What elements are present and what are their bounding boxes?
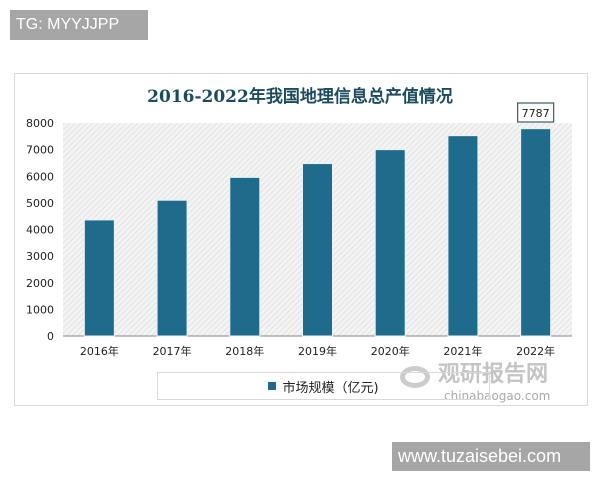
legend-swatch <box>268 382 277 390</box>
x-tick-label: 2016年 <box>80 344 119 358</box>
y-tick-label: 2000 <box>26 277 54 290</box>
watermark-bottom-right: www.tuzaisebei.com <box>392 442 590 471</box>
y-tick-label: 8000 <box>26 117 54 130</box>
x-tick-label: 2020年 <box>371 344 410 358</box>
bar <box>156 199 188 337</box>
x-tick-label: 2022年 <box>516 344 555 358</box>
x-tick-label: 2017年 <box>153 344 192 358</box>
y-tick-label: 3000 <box>26 250 54 263</box>
legend: 市场规模（亿元) <box>157 372 490 400</box>
bar <box>447 135 479 337</box>
chart-title: 2016-2022年我国地理信息总产值情况 <box>147 87 453 107</box>
bar <box>520 128 552 337</box>
y-tick-label: 5000 <box>26 197 54 210</box>
bar <box>83 219 115 337</box>
chart-frame <box>14 73 588 406</box>
y-tick-label: 7000 <box>26 144 54 157</box>
x-tick-label: 2018年 <box>225 344 264 358</box>
y-tick-label: 6000 <box>26 170 54 183</box>
legend-label: 市场规模（亿元) <box>282 380 379 396</box>
bar <box>229 176 261 337</box>
x-tick-label: 2021年 <box>443 344 482 358</box>
bar <box>302 163 333 337</box>
y-tick-label: 4000 <box>26 224 54 237</box>
y-tick-label: 0 <box>47 330 54 343</box>
y-tick-label: 1000 <box>26 303 54 316</box>
logo-mark-icon <box>400 366 430 388</box>
data-label-box <box>517 102 555 123</box>
watermark-top-left: TG: MYYJJPP <box>10 10 148 40</box>
logo-cn: 观研报告网 <box>438 362 549 387</box>
bar <box>374 149 406 337</box>
data-label: 7787 <box>522 107 550 120</box>
x-tick-label: 2019年 <box>298 344 337 358</box>
